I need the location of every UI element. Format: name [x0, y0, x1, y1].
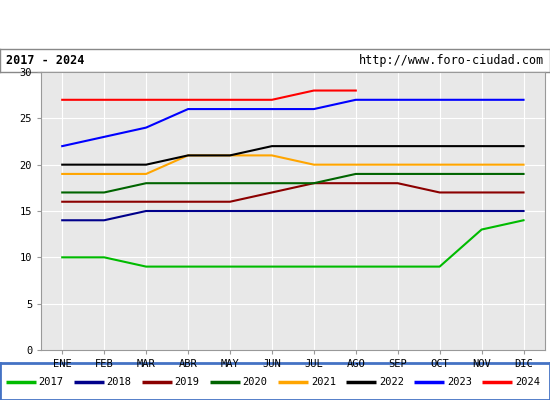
Text: 2020: 2020 — [243, 377, 268, 386]
Text: 2021: 2021 — [311, 377, 335, 386]
Text: 2018: 2018 — [107, 377, 131, 386]
Text: 2023: 2023 — [447, 377, 472, 386]
Text: 2022: 2022 — [379, 377, 404, 386]
Text: 2017: 2017 — [39, 377, 63, 386]
Text: 2017 - 2024: 2017 - 2024 — [6, 54, 84, 67]
Text: 2019: 2019 — [175, 377, 200, 386]
Text: 2024: 2024 — [515, 377, 540, 386]
Text: http://www.foro-ciudad.com: http://www.foro-ciudad.com — [359, 54, 544, 67]
Text: Evolucion num de emigrantes en Navata: Evolucion num de emigrantes en Navata — [90, 16, 460, 34]
